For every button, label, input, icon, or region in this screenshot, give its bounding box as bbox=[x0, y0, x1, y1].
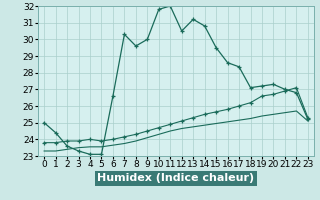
X-axis label: Humidex (Indice chaleur): Humidex (Indice chaleur) bbox=[97, 173, 255, 183]
